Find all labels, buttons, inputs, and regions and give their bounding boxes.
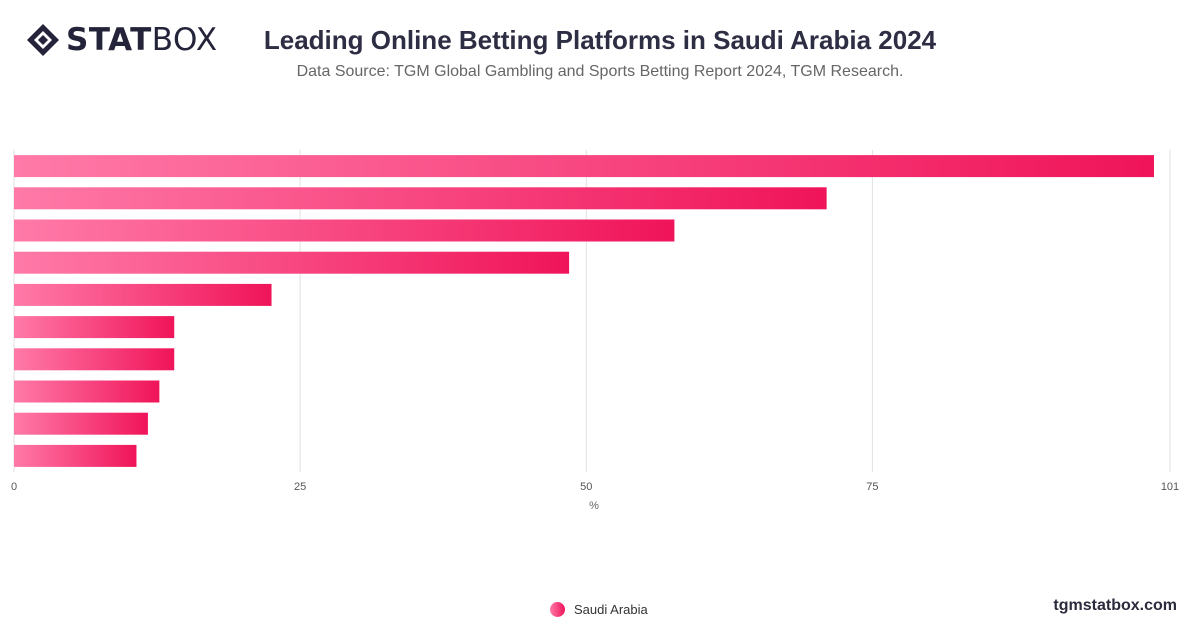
statbox-diamond-icon xyxy=(27,24,59,56)
statbox-logo: STATBOX xyxy=(26,22,218,58)
legend-swatch xyxy=(550,602,565,617)
bar[interactable] xyxy=(14,155,1154,178)
chart-title: Leading Online Betting Platforms in Saud… xyxy=(263,25,937,55)
bar[interactable] xyxy=(14,251,570,274)
logo-wordmark: STATBOX xyxy=(66,22,218,58)
bar[interactable] xyxy=(14,316,175,339)
legend-label: Saudi Arabia xyxy=(574,602,648,617)
bar[interactable] xyxy=(14,187,827,210)
bar[interactable] xyxy=(14,444,137,467)
site-url: tgmstatbox.com xyxy=(1053,597,1177,614)
legend[interactable]: Saudi Arabia xyxy=(550,602,648,617)
x-tick-label: 0 xyxy=(11,481,17,493)
logo-bold-text: STAT xyxy=(66,22,152,58)
chart-subtitle: Data Source: TGM Global Gambling and Spo… xyxy=(296,63,904,80)
x-tick-label: 25 xyxy=(294,481,306,493)
bar[interactable] xyxy=(14,348,175,371)
x-tick-label: 101 xyxy=(1161,481,1179,493)
bars-group xyxy=(14,155,1154,467)
x-tick-label: 50 xyxy=(580,481,592,493)
x-tick-label: 75 xyxy=(866,481,878,493)
bar[interactable] xyxy=(14,283,272,306)
x-tick-labels: 0 25 50 75 101 xyxy=(11,481,1179,493)
bar[interactable] xyxy=(14,219,675,242)
x-axis-label: % xyxy=(589,500,599,512)
bar[interactable] xyxy=(14,412,148,435)
bar[interactable] xyxy=(14,380,160,403)
logo-light-text: BOX xyxy=(151,22,218,58)
